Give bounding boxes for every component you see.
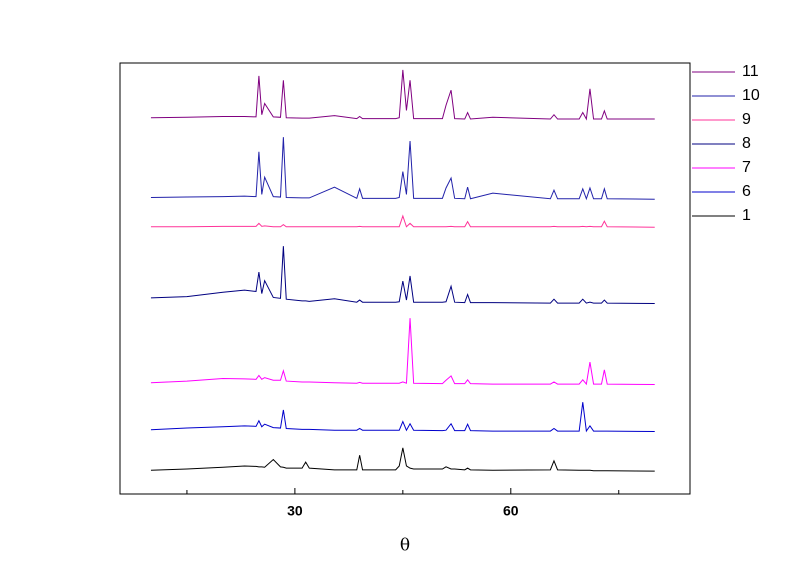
series-line <box>150 318 655 386</box>
legend-label: 10 <box>742 87 760 104</box>
series-line <box>150 137 655 201</box>
legend-label: 7 <box>742 159 751 176</box>
x-axis-label: θ <box>400 536 410 556</box>
series-line <box>150 246 655 304</box>
x-tick-label: 60 <box>503 503 519 519</box>
legend-label: 11 <box>742 63 759 80</box>
series-line <box>150 402 655 433</box>
series-line <box>150 69 655 121</box>
legend-label: 9 <box>742 111 751 128</box>
legend-label: 1 <box>742 207 751 224</box>
series-line <box>150 447 655 472</box>
legend-label: 8 <box>742 135 751 152</box>
series-line <box>150 214 655 228</box>
plot-frame <box>119 62 691 495</box>
legend-label: 6 <box>742 183 751 200</box>
x-tick-label: 30 <box>287 503 303 519</box>
